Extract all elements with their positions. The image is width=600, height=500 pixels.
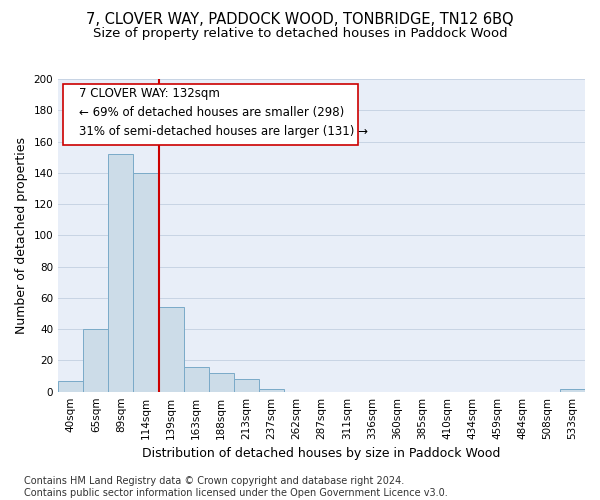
Bar bbox=[184, 366, 209, 392]
Text: 7, CLOVER WAY, PADDOCK WOOD, TONBRIDGE, TN12 6BQ: 7, CLOVER WAY, PADDOCK WOOD, TONBRIDGE, … bbox=[86, 12, 514, 28]
Bar bbox=[158, 308, 184, 392]
FancyBboxPatch shape bbox=[64, 84, 358, 144]
Bar bbox=[560, 388, 585, 392]
Bar bbox=[209, 373, 234, 392]
Bar bbox=[133, 173, 158, 392]
Text: 7 CLOVER WAY: 132sqm
← 69% of detached houses are smaller (298)
31% of semi-deta: 7 CLOVER WAY: 132sqm ← 69% of detached h… bbox=[79, 87, 368, 138]
X-axis label: Distribution of detached houses by size in Paddock Wood: Distribution of detached houses by size … bbox=[142, 447, 501, 460]
Bar bbox=[109, 154, 133, 392]
Bar bbox=[259, 388, 284, 392]
Bar bbox=[58, 380, 83, 392]
Y-axis label: Number of detached properties: Number of detached properties bbox=[15, 137, 28, 334]
Bar bbox=[234, 379, 259, 392]
Bar bbox=[83, 329, 109, 392]
Text: Contains HM Land Registry data © Crown copyright and database right 2024.
Contai: Contains HM Land Registry data © Crown c… bbox=[24, 476, 448, 498]
Text: Size of property relative to detached houses in Paddock Wood: Size of property relative to detached ho… bbox=[92, 28, 508, 40]
